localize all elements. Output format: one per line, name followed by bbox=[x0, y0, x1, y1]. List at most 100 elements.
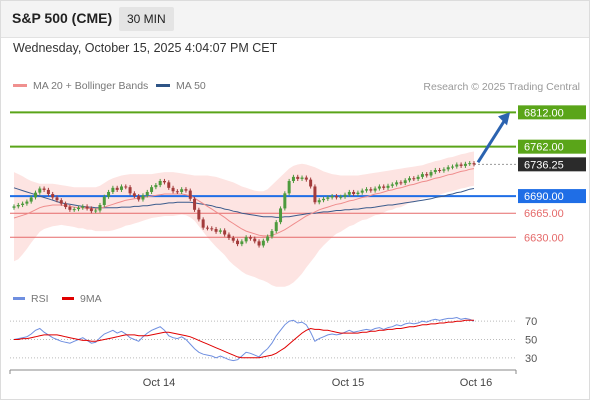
candle bbox=[274, 222, 278, 232]
candle bbox=[124, 186, 128, 188]
candle bbox=[343, 194, 347, 197]
candle bbox=[472, 163, 476, 165]
credit-label: Research © 2025 Trading Central bbox=[423, 81, 580, 93]
candles bbox=[12, 161, 476, 248]
candle bbox=[16, 205, 20, 207]
candle bbox=[188, 190, 192, 199]
legend-rsi-label: RSI bbox=[31, 293, 49, 305]
rsi-tick-50: 50 bbox=[525, 335, 537, 347]
candle bbox=[171, 187, 175, 192]
legend-rsi: RSI bbox=[13, 293, 49, 305]
candle bbox=[119, 186, 123, 190]
candle bbox=[446, 167, 450, 170]
candle bbox=[29, 197, 33, 202]
candle bbox=[399, 182, 403, 184]
candle bbox=[317, 200, 321, 203]
level-box-6762.00 bbox=[518, 139, 586, 154]
candle bbox=[76, 207, 80, 210]
candle bbox=[205, 227, 209, 229]
candle bbox=[193, 198, 197, 210]
candle bbox=[330, 196, 334, 198]
ma50-line bbox=[13, 187, 475, 218]
candle bbox=[154, 185, 158, 188]
candle bbox=[85, 206, 89, 209]
legend-ma50: MA 50 bbox=[156, 80, 206, 92]
candle bbox=[180, 189, 184, 192]
rsi-line bbox=[13, 316, 475, 362]
candle bbox=[210, 228, 214, 230]
candle bbox=[369, 189, 373, 191]
candle bbox=[184, 189, 188, 191]
candle bbox=[352, 191, 356, 195]
candle bbox=[201, 219, 205, 228]
candle bbox=[167, 182, 171, 188]
candle bbox=[261, 240, 265, 246]
ma20-swatch bbox=[13, 83, 27, 87]
candle bbox=[395, 182, 399, 185]
candle bbox=[132, 193, 136, 197]
candle bbox=[339, 196, 343, 198]
level-label-6665.00: 6665.00 bbox=[524, 208, 564, 220]
candle bbox=[266, 236, 270, 241]
candle bbox=[72, 209, 76, 211]
candle bbox=[197, 209, 201, 220]
candle bbox=[451, 166, 455, 168]
bollinger-band bbox=[14, 151, 474, 287]
candle bbox=[25, 201, 29, 204]
candle bbox=[300, 177, 304, 179]
candle bbox=[433, 170, 437, 173]
candle bbox=[94, 210, 98, 212]
legend-ma20-label: MA 20 + Bollinger Bands bbox=[33, 80, 149, 92]
candle bbox=[236, 240, 240, 245]
candle bbox=[42, 188, 46, 190]
projection-arrow bbox=[476, 120, 506, 164]
ma9-line bbox=[14, 319, 474, 359]
candle bbox=[248, 237, 252, 239]
candle bbox=[390, 184, 394, 186]
candle bbox=[55, 197, 59, 201]
level-box-6812.00 bbox=[518, 105, 586, 120]
candle bbox=[356, 192, 360, 195]
candle bbox=[231, 237, 235, 241]
level-label-6690.00: 6690.00 bbox=[524, 191, 564, 203]
interval-button[interactable]: 30 MIN bbox=[119, 7, 174, 31]
candle bbox=[38, 188, 42, 193]
level-label-6762.00: 6762.00 bbox=[524, 142, 564, 154]
legend-ma50-label: MA 50 bbox=[176, 80, 206, 92]
candle bbox=[279, 208, 283, 223]
candle bbox=[218, 230, 222, 232]
candle bbox=[403, 180, 407, 184]
candle bbox=[296, 176, 300, 179]
legend-ma20: MA 20 + Bollinger Bands bbox=[13, 80, 148, 92]
candle bbox=[240, 241, 244, 245]
candle bbox=[412, 178, 416, 180]
candle bbox=[128, 187, 132, 194]
candle bbox=[214, 229, 218, 232]
instrument-title: S&P 500 (CME) bbox=[12, 10, 113, 26]
candle bbox=[313, 186, 317, 203]
candle bbox=[141, 195, 145, 200]
candle bbox=[365, 189, 369, 191]
level-label-6630.00: 6630.00 bbox=[524, 232, 564, 244]
candle bbox=[81, 206, 85, 208]
candle bbox=[347, 191, 351, 195]
candle bbox=[455, 164, 459, 167]
candle bbox=[253, 238, 257, 242]
rsi-tick-30: 30 bbox=[525, 353, 537, 365]
candle bbox=[107, 191, 111, 197]
candle bbox=[102, 196, 106, 205]
candle bbox=[291, 176, 295, 181]
level-label-6736.25: 6736.25 bbox=[524, 159, 564, 171]
candle bbox=[326, 197, 330, 199]
x-tick-label: Oct 15 bbox=[332, 377, 364, 389]
candle bbox=[89, 208, 93, 212]
datetime-label: Wednesday, October 15, 2025 4:04:07 PM C… bbox=[13, 41, 278, 55]
candle bbox=[227, 234, 231, 238]
candle bbox=[377, 186, 381, 189]
candle bbox=[46, 189, 50, 195]
ma9-swatch bbox=[62, 296, 74, 300]
candle bbox=[408, 178, 412, 181]
candle bbox=[382, 186, 386, 188]
candle bbox=[420, 174, 424, 177]
